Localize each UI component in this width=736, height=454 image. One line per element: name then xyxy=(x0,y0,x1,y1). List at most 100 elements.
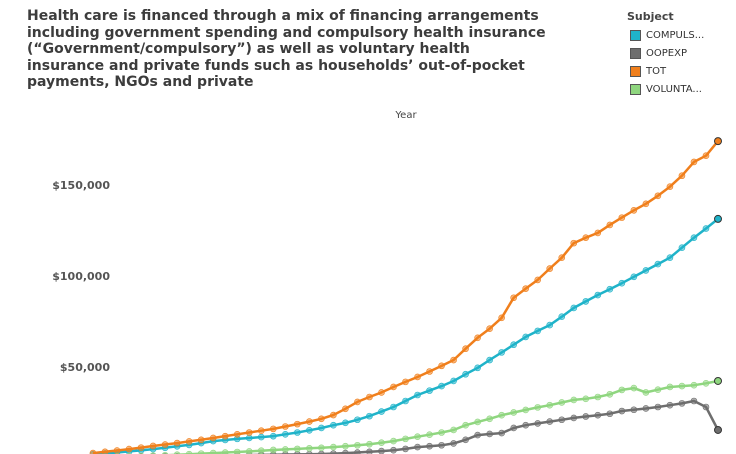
chart-title: Health care is financed through a mix of… xyxy=(27,8,546,90)
point xyxy=(606,410,614,418)
point xyxy=(378,447,385,454)
point xyxy=(197,450,205,454)
point xyxy=(630,273,638,281)
y-tick-label: $150,000 xyxy=(52,179,110,192)
point xyxy=(125,445,133,453)
point xyxy=(342,419,349,427)
point xyxy=(654,386,662,394)
point xyxy=(137,444,145,451)
point xyxy=(257,427,265,434)
point xyxy=(306,445,313,452)
point xyxy=(654,192,662,200)
point xyxy=(714,376,722,385)
point xyxy=(245,448,253,454)
point xyxy=(618,386,626,394)
point xyxy=(702,152,710,160)
point xyxy=(690,397,698,405)
point xyxy=(378,389,385,396)
point xyxy=(233,448,241,454)
point xyxy=(474,364,481,372)
point xyxy=(402,397,409,405)
legend-item: COMPULS... xyxy=(627,26,732,44)
point xyxy=(678,400,686,407)
line xyxy=(92,217,719,454)
point xyxy=(354,398,361,406)
point xyxy=(534,276,542,284)
point xyxy=(330,450,337,454)
point xyxy=(221,432,229,440)
point xyxy=(173,451,181,454)
point xyxy=(630,384,638,392)
legend-swatch xyxy=(630,65,641,77)
point xyxy=(390,437,397,445)
point xyxy=(438,441,445,449)
point xyxy=(330,411,337,419)
point xyxy=(642,200,650,208)
point xyxy=(714,425,722,434)
point xyxy=(510,341,517,349)
point xyxy=(558,416,566,424)
legend-label: TOT xyxy=(646,65,667,77)
y-tick-label: $50,000 xyxy=(60,361,110,374)
point xyxy=(558,254,566,261)
point xyxy=(354,441,361,449)
point xyxy=(366,393,373,401)
y-tick-label: $100,000 xyxy=(52,270,110,283)
point xyxy=(522,285,529,292)
point xyxy=(666,254,674,261)
point xyxy=(426,387,433,394)
point xyxy=(390,403,397,411)
point xyxy=(257,447,265,454)
point xyxy=(306,427,313,434)
point xyxy=(558,313,566,320)
point xyxy=(690,158,698,166)
point xyxy=(342,405,349,413)
point xyxy=(185,450,193,454)
point xyxy=(558,399,566,406)
point xyxy=(161,441,169,448)
point xyxy=(498,429,505,437)
point xyxy=(366,412,373,420)
point xyxy=(245,434,253,442)
legend-label: VOLUNTA... xyxy=(646,83,702,95)
point xyxy=(354,449,361,454)
point xyxy=(462,421,469,429)
point xyxy=(438,429,445,436)
point xyxy=(330,443,337,451)
point xyxy=(342,442,349,450)
point xyxy=(330,421,337,429)
point xyxy=(318,424,325,432)
point xyxy=(209,449,217,454)
point xyxy=(101,448,109,454)
point xyxy=(318,444,325,452)
point xyxy=(474,334,481,342)
point xyxy=(318,415,325,423)
point xyxy=(402,445,409,453)
point xyxy=(257,433,265,441)
point xyxy=(546,401,554,409)
point xyxy=(678,172,686,180)
point xyxy=(366,448,373,454)
point xyxy=(702,225,710,232)
point xyxy=(498,349,505,356)
point xyxy=(666,401,674,409)
point xyxy=(390,383,397,391)
point xyxy=(510,409,517,416)
point xyxy=(426,442,433,450)
x-axis-label: Year xyxy=(394,110,417,121)
point xyxy=(366,440,373,448)
point xyxy=(546,321,554,329)
point xyxy=(486,415,493,423)
point xyxy=(173,439,181,447)
point xyxy=(402,378,409,386)
point xyxy=(414,433,421,440)
point xyxy=(197,436,205,444)
point xyxy=(390,446,397,454)
point xyxy=(522,421,529,429)
point xyxy=(354,416,361,424)
point xyxy=(426,368,433,375)
point xyxy=(582,413,590,420)
point xyxy=(522,333,529,341)
legend-swatch xyxy=(630,47,641,59)
